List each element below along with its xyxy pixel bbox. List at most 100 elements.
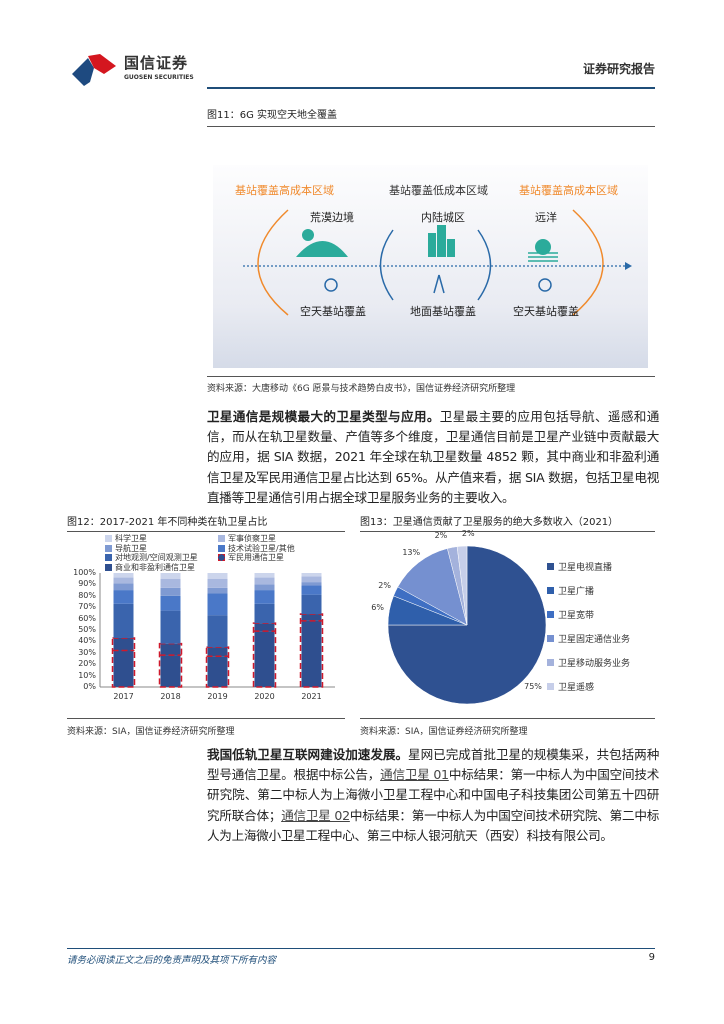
y-tick-label: 0% bbox=[83, 682, 96, 691]
bar-segment bbox=[160, 587, 181, 596]
legend-item: 卫星遥感 bbox=[547, 680, 594, 693]
bar-segment bbox=[207, 587, 228, 594]
pie-data-label: 2% bbox=[434, 530, 448, 540]
page-number: 9 bbox=[648, 952, 655, 963]
legend-label: 卫星遥感 bbox=[558, 683, 595, 693]
fig11-caption: 图11：6G 实现空天地全覆盖 bbox=[207, 110, 338, 121]
link-comm-sat-01[interactable]: 通信卫星 01 bbox=[380, 767, 449, 783]
bar-segment bbox=[254, 623, 275, 632]
legend-label: 商业和非盈利通信卫星 bbox=[115, 562, 195, 572]
legend-item: 导航卫星 bbox=[105, 544, 147, 553]
coverage-right: 空天基站覆盖 bbox=[513, 305, 579, 318]
fig11-rule bbox=[207, 126, 655, 127]
bar-segment bbox=[254, 603, 275, 624]
place-ocean: 远洋 bbox=[535, 211, 557, 224]
fig13-source-rule bbox=[360, 718, 655, 719]
zone-label-right: 基站覆盖高成本区域 bbox=[519, 184, 618, 197]
legend-item: 卫星宽带 bbox=[547, 608, 594, 621]
bar-segment bbox=[301, 614, 322, 621]
bar-segment bbox=[113, 650, 134, 687]
report-type: 证券研究报告 bbox=[582, 62, 655, 76]
coverage-center: 地面基站覆盖 bbox=[410, 305, 476, 318]
bar-segment bbox=[207, 647, 228, 657]
legend-swatch bbox=[547, 587, 554, 594]
bar-segment bbox=[207, 656, 228, 687]
bar-segment bbox=[113, 603, 134, 638]
y-tick-label: 100% bbox=[73, 568, 96, 577]
y-tick-label: 90% bbox=[78, 579, 96, 589]
fig11-image: 基站覆盖高成本区域 基站覆盖低成本区域 基站覆盖高成本区域 荒漠边境 内陆城区 … bbox=[213, 165, 648, 368]
fig11-source: 资料来源：大唐移动《6G 愿景与技术趋势白皮书》，国信证券经济研究所整理 bbox=[207, 384, 516, 394]
bar-segment bbox=[254, 584, 275, 591]
bar-segment bbox=[301, 576, 322, 583]
legend-label: 导航卫星 bbox=[115, 543, 147, 553]
legend-swatch bbox=[547, 635, 554, 642]
fig11-source-rule bbox=[207, 376, 655, 377]
fig13-caption: 图13：卫星通信贡献了卫星服务的绝大多数收入（2021） bbox=[360, 517, 619, 528]
bar-segment bbox=[207, 578, 228, 588]
legend-label: 卫星宽带 bbox=[558, 611, 595, 621]
fig13-rule bbox=[360, 531, 655, 532]
bar-segment bbox=[160, 578, 181, 588]
zone-label-center: 基站覆盖低成本区域 bbox=[389, 184, 488, 197]
y-tick-label: 80% bbox=[78, 590, 96, 600]
paragraph-leo-internet: 我国低轨卫星互联网建设加速发展。星网已完成首批卫星的规模集采，共包括两种型号通信… bbox=[207, 745, 659, 846]
city-icon bbox=[428, 225, 455, 257]
bar-segment bbox=[160, 655, 181, 687]
bar-segment bbox=[160, 595, 181, 611]
link-comm-sat-02[interactable]: 通信卫星 02 bbox=[281, 807, 350, 823]
legend-swatch bbox=[105, 563, 112, 571]
fig12-caption: 图12：2017-2021 年不同种类在轨卫星占比 bbox=[67, 517, 268, 528]
bar-segment bbox=[207, 593, 228, 616]
stacked-bar-chart bbox=[99, 573, 335, 688]
footer-disclaimer: 请务必阅读正文之后的免责声明及其项下所有内容 bbox=[67, 955, 277, 966]
pie-data-label: 75% bbox=[524, 682, 542, 691]
bar-segment bbox=[301, 594, 322, 615]
pie-data-label: 2% bbox=[461, 529, 475, 539]
bar-segment bbox=[113, 637, 134, 651]
fig12-source: 资料来源：SIA，国信证券经济研究所整理 bbox=[67, 727, 235, 737]
bar-segment bbox=[160, 610, 181, 644]
cell-tower-icon bbox=[433, 274, 445, 294]
footer-rule bbox=[67, 948, 655, 949]
legend-swatch bbox=[547, 611, 554, 618]
legend-swatch bbox=[218, 544, 225, 552]
para2-lead: 我国低轨卫星互联网建设加速发展。 bbox=[207, 747, 408, 762]
y-tick-label: 50% bbox=[78, 625, 96, 634]
y-tick-label: 40% bbox=[78, 636, 96, 646]
fig13-source: 资料来源：SIA，国信证券经济研究所整理 bbox=[360, 727, 528, 737]
bar-segment bbox=[254, 590, 275, 604]
fig12-source-rule bbox=[67, 718, 345, 719]
bar-segment bbox=[113, 590, 134, 604]
place-desert: 荒漠边境 bbox=[310, 211, 354, 224]
legend-swatch bbox=[547, 659, 554, 666]
legend-label: 军事侦察卫星 bbox=[228, 534, 276, 543]
legend-item: 卫星广播 bbox=[547, 584, 594, 597]
legend-item: 卫星电视直播 bbox=[547, 560, 612, 573]
legend-label: 卫星移动服务业务 bbox=[558, 659, 631, 669]
coverage-diagram bbox=[243, 209, 632, 316]
x-tick-label: 2021 bbox=[301, 692, 322, 701]
legend-label: 科学卫星 bbox=[115, 534, 147, 543]
para2-text-2: 中标结果：第一中标人为中国空间技术研究院、第二中标人为上海微小卫星工程中心和中国… bbox=[207, 767, 659, 823]
legend-item: 军事侦察卫星 bbox=[218, 534, 276, 543]
bar-segment bbox=[254, 577, 275, 585]
bar-segment bbox=[301, 585, 322, 595]
bar-segment bbox=[301, 582, 322, 586]
para1-body: 卫星最主要的应用包括导航、遥感和通信，而从在轨卫星数量、产值等多个维度，卫星通信… bbox=[207, 409, 659, 505]
bar-segment bbox=[113, 573, 134, 578]
zone-label-left: 基站覆盖高成本区域 bbox=[235, 184, 334, 197]
x-tick-label: 2019 bbox=[207, 692, 228, 701]
y-tick-label: 20% bbox=[78, 659, 96, 669]
x-tick-label: 2020 bbox=[254, 692, 275, 701]
bar-segment bbox=[113, 577, 134, 584]
satellite-dish-icon bbox=[324, 278, 552, 292]
legend-swatch bbox=[105, 544, 112, 552]
x-tick-label: 2018 bbox=[160, 692, 181, 701]
pie-slice bbox=[397, 548, 468, 626]
legend-item: 技术试验卫星/其他 bbox=[218, 544, 295, 553]
bar-segment bbox=[160, 643, 181, 656]
legend-label: 技术试验卫星/其他 bbox=[228, 543, 295, 553]
bar-segment bbox=[301, 620, 322, 687]
para2-text-1: 星网已完成首批卫星的规模集采，共包括两种型号通信卫星。根据中标公告， bbox=[207, 747, 659, 783]
